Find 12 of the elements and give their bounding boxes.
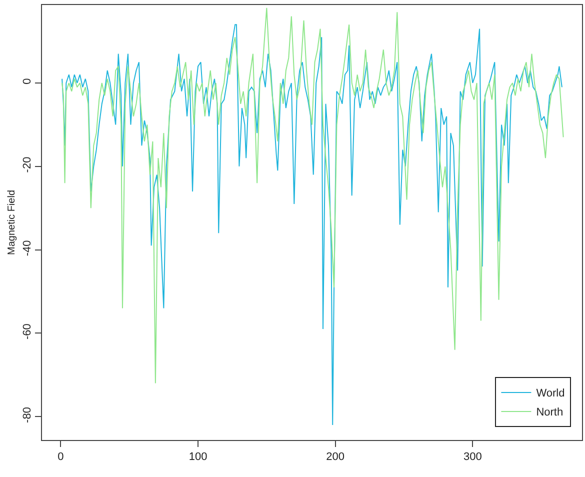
y-tick-label: -20: [22, 156, 34, 173]
legend-label: North: [536, 406, 564, 419]
y-tick-label: -80: [22, 407, 34, 423]
y-tick-label: 0: [22, 78, 34, 84]
x-tick-label: 300: [464, 451, 482, 464]
y-tick-label: -60: [22, 324, 34, 340]
x-tick-label: 100: [188, 451, 208, 464]
legend-label: World: [536, 388, 565, 400]
x-tick-label: 0: [58, 451, 64, 464]
x-tick-label: 200: [326, 451, 345, 464]
y-tick-label: -40: [22, 240, 34, 256]
y-axis-title: Magnetic Field: [6, 190, 18, 256]
